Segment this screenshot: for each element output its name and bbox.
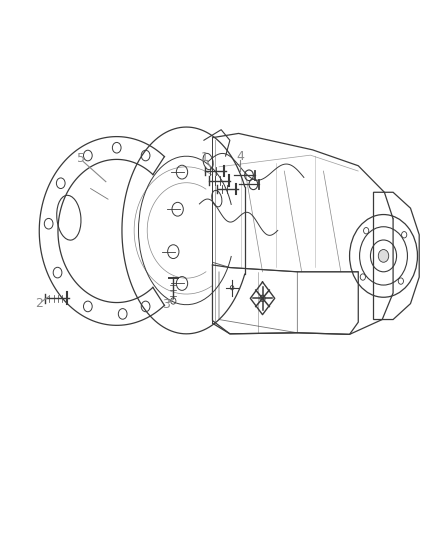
Text: 3: 3 bbox=[162, 298, 170, 311]
Circle shape bbox=[378, 249, 389, 262]
Text: 1: 1 bbox=[201, 151, 209, 164]
Text: 2: 2 bbox=[35, 297, 43, 310]
Text: 4: 4 bbox=[236, 150, 244, 163]
Text: 5: 5 bbox=[78, 152, 85, 165]
